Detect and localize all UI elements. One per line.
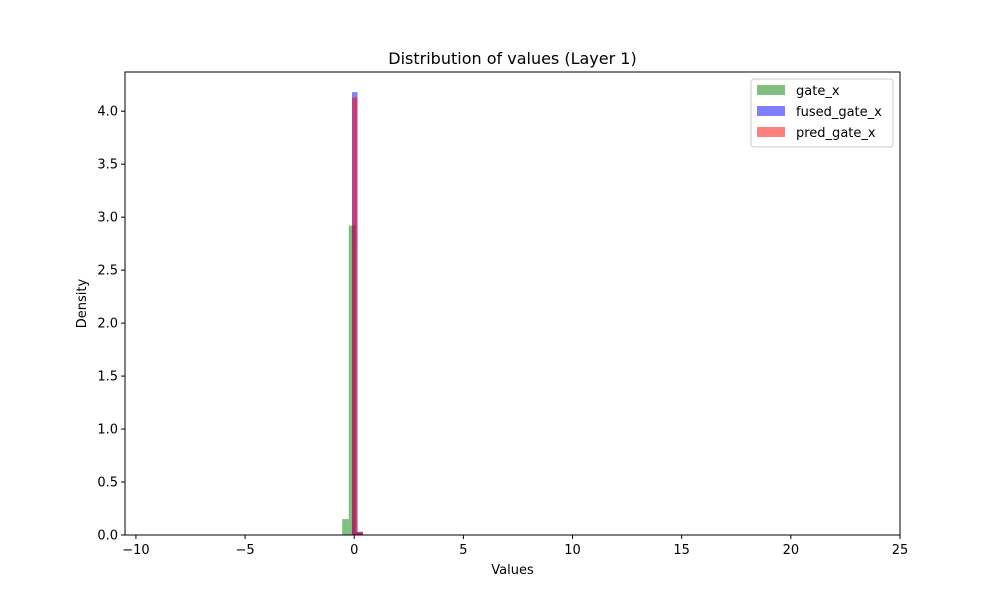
bar-pred_gate_x-0 [352,97,358,535]
x-axis-label: Values [491,563,534,578]
y-axis-label: Density [75,278,90,328]
legend: gate_x fused_gate_x pred_gate_x [750,78,894,148]
y-tick-label: 0.5 [97,476,118,491]
legend-label-fused_gate_x: fused_gate_x [796,105,882,120]
bar-pred_gate_x-1 [357,531,363,535]
legend-swatch-gate_x [757,85,785,95]
x-tick-label: −10 [122,543,149,558]
x-tick-label: −5 [235,543,254,558]
x-axis-ticks: −10 −5 0 5 10 15 20 25 [122,535,908,558]
plot-frame [124,71,901,536]
x-tick-label: 15 [673,543,690,558]
x-tick-label: 0 [350,543,358,558]
legend-swatch-pred_gate_x [757,127,785,137]
x-tick-label: 20 [783,543,800,558]
legend-label-pred_gate_x: pred_gate_x [796,126,876,141]
legend-label-gate_x: gate_x [796,84,840,99]
legend-swatch-fused_gate_x [757,106,785,116]
legend-box [750,78,894,148]
y-tick-label: 1.5 [97,370,118,385]
bar-gate_x-1 [348,225,356,535]
y-tick-label: 3.0 [97,211,118,226]
bar-gate_x-0 [342,519,349,535]
x-tick-label: 5 [459,543,467,558]
y-tick-label: 0.0 [97,529,118,544]
y-tick-label: 3.5 [97,158,118,173]
y-tick-label: 2.0 [97,317,118,332]
chart-title: Distribution of values (Layer 1) [388,49,636,68]
y-tick-label: 2.5 [97,264,118,279]
y-tick-label: 1.0 [97,423,118,438]
y-tick-label: 4.0 [97,105,118,120]
x-tick-label: 25 [892,543,909,558]
y-axis-ticks: 0.0 0.5 1.0 1.5 2.0 2.5 3.0 3.5 4.0 [97,105,125,544]
bars-layer [342,92,363,535]
x-tick-label: 10 [564,543,581,558]
